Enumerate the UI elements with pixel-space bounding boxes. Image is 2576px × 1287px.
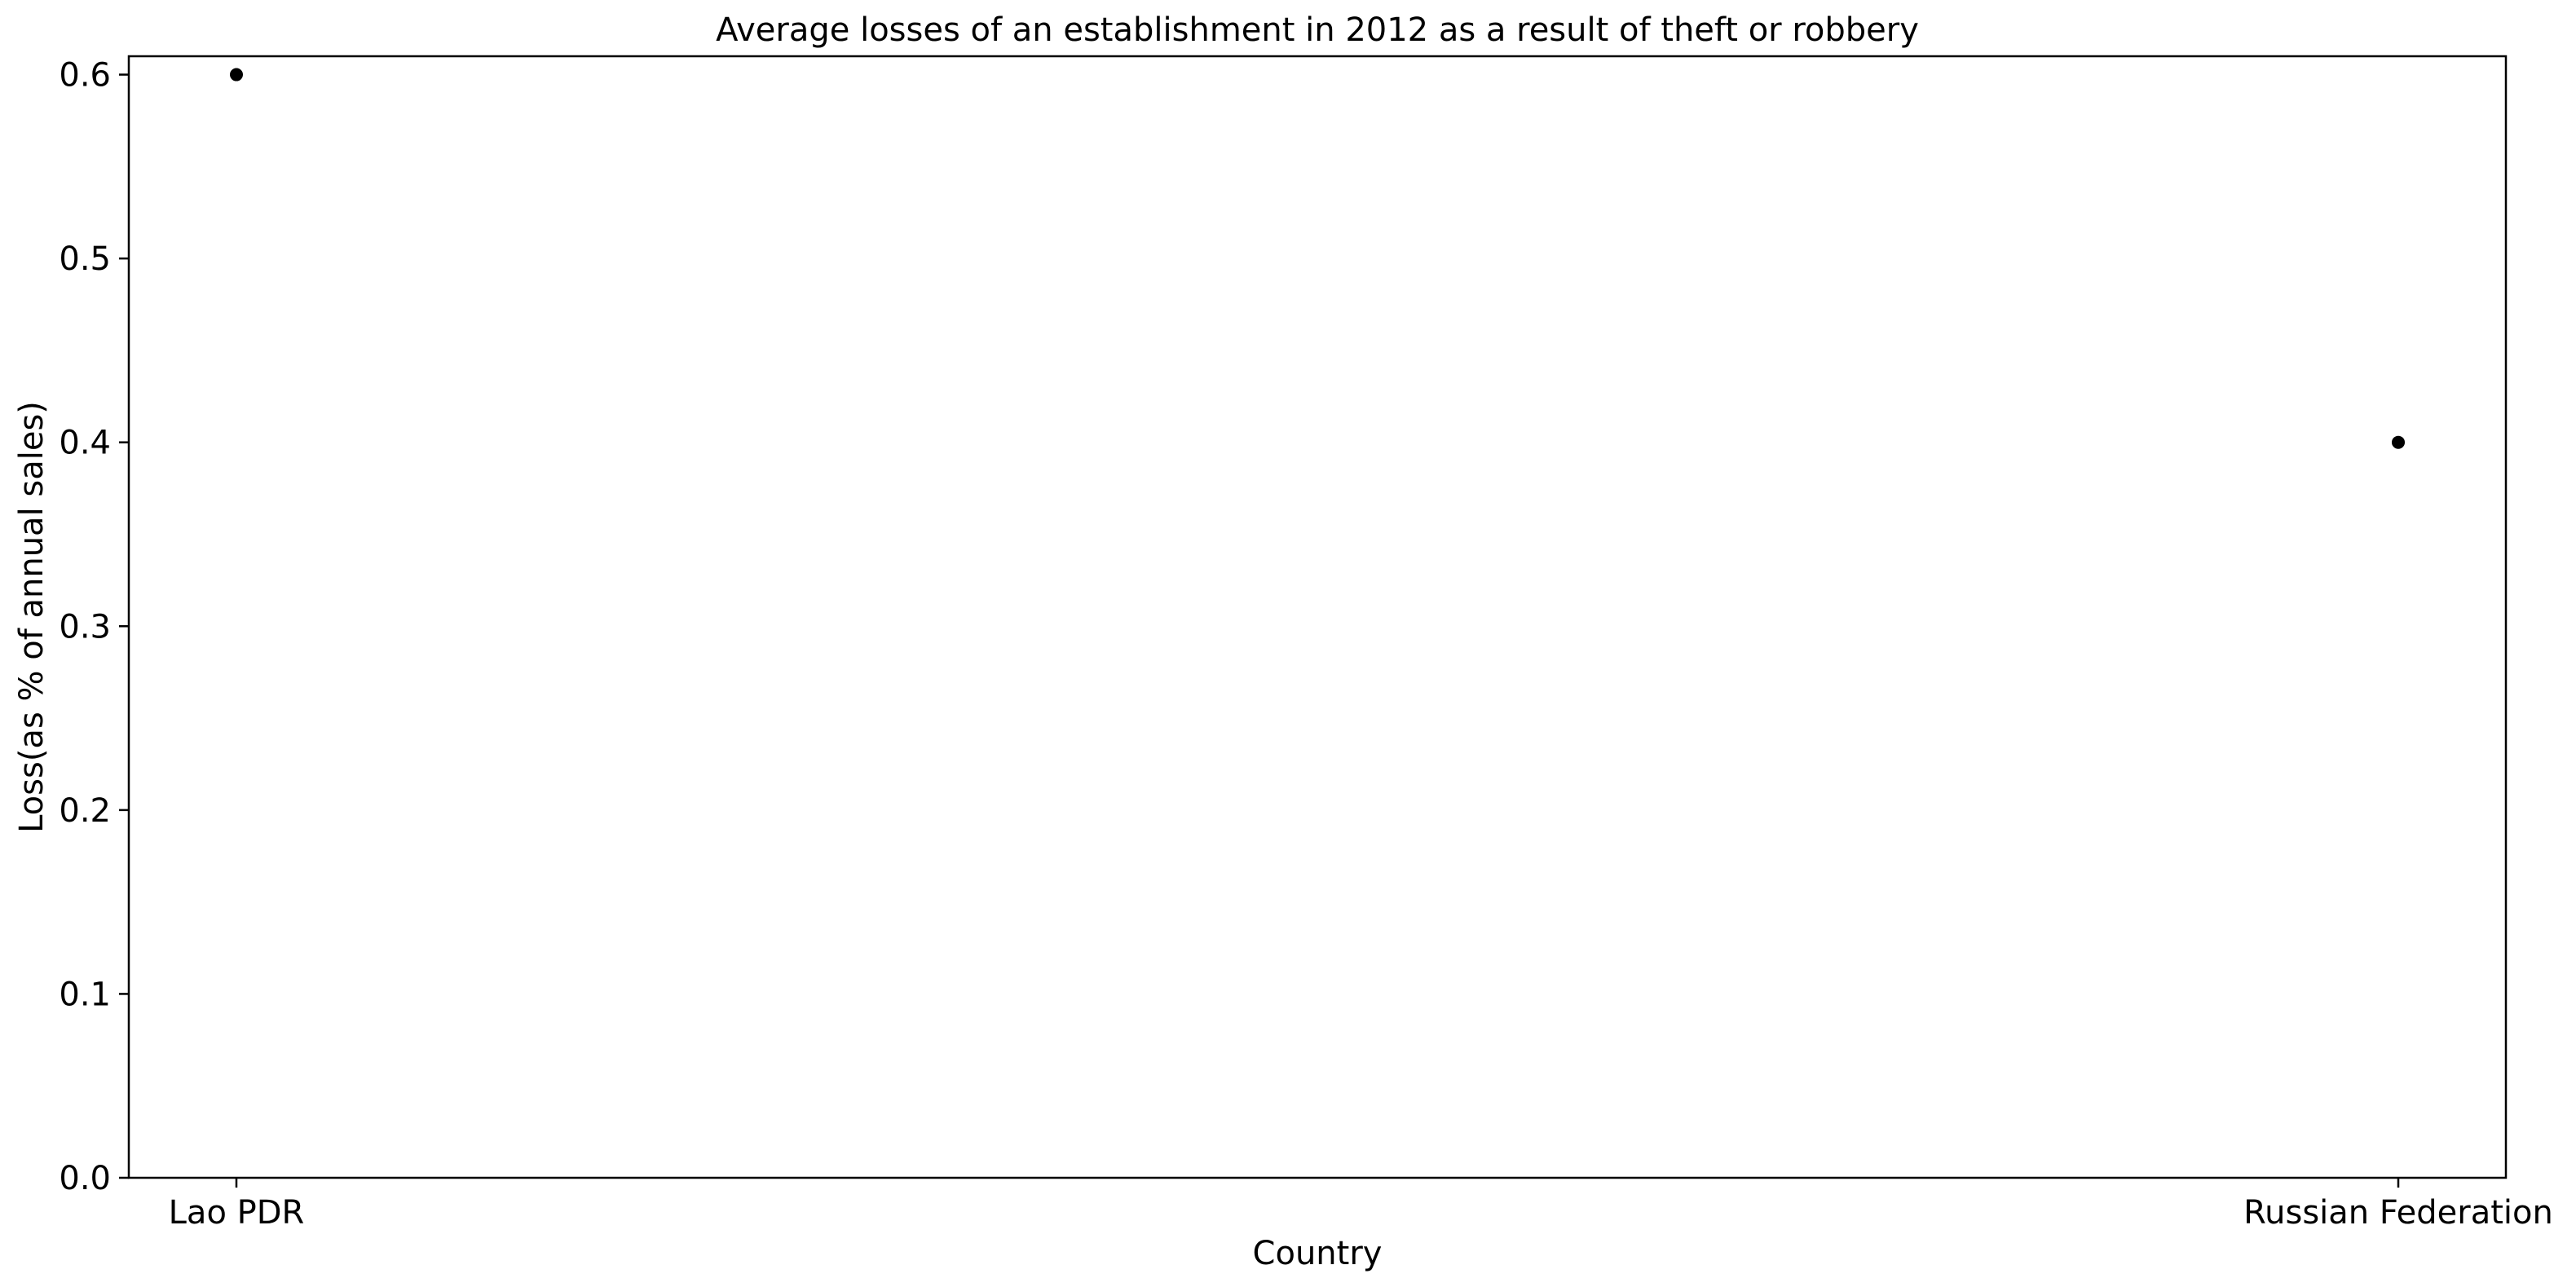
x-tick-label: Lao PDR xyxy=(169,1194,305,1232)
y-tick-label: 0.2 xyxy=(59,792,111,830)
y-axis-label: Loss(as % of annual sales) xyxy=(13,401,51,833)
x-axis: Lao PDR Russian Federation xyxy=(169,1178,2553,1232)
y-tick-label: 0.5 xyxy=(59,240,111,278)
chart-title: Average losses of an establishment in 20… xyxy=(716,11,1919,49)
y-tick-label: 0.0 xyxy=(59,1160,111,1197)
y-tick-label: 0.6 xyxy=(59,57,111,95)
y-axis: 0.0 0.1 0.2 0.3 0.4 0.5 0.6 xyxy=(59,57,129,1197)
x-tick-label: Russian Federation xyxy=(2243,1194,2553,1232)
y-tick-label: 0.3 xyxy=(59,608,111,646)
plot-area-frame xyxy=(127,55,2508,1179)
data-point xyxy=(2392,435,2405,449)
data-points xyxy=(230,68,2405,449)
data-point xyxy=(230,68,243,82)
x-axis-label: Country xyxy=(1253,1235,1383,1272)
y-tick-label: 0.4 xyxy=(59,425,111,462)
y-tick-label: 0.1 xyxy=(59,976,111,1013)
